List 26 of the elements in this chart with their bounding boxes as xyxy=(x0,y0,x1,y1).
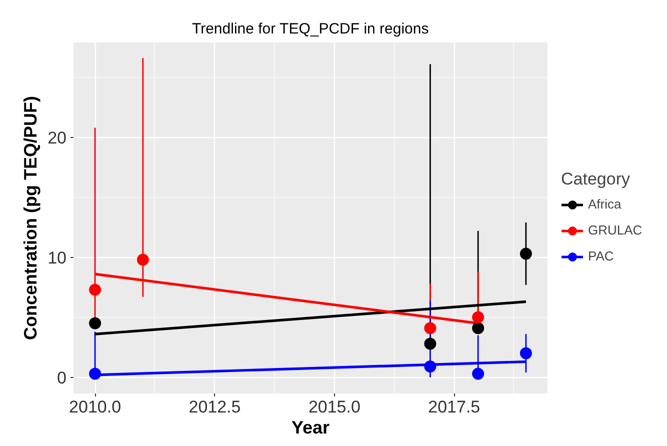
point xyxy=(424,338,436,350)
legend-title: Category xyxy=(561,169,631,189)
point xyxy=(472,322,484,334)
y-tick-label: 10 xyxy=(48,248,67,268)
legend-label: Africa xyxy=(588,196,622,212)
point xyxy=(89,284,102,296)
y-tick-label: 0 xyxy=(57,368,67,388)
chart-title: Trendline for TEQ_PCDF in regions xyxy=(192,20,429,38)
x-tick-label: 2017.5 xyxy=(428,398,480,416)
point xyxy=(520,347,532,360)
y-axis-title: Concentration (pg TEQ/PUF) xyxy=(20,96,41,340)
point xyxy=(89,368,102,380)
point xyxy=(472,368,484,380)
legend-label: PAC xyxy=(588,248,614,264)
point xyxy=(424,360,436,372)
x-axis-title: Year xyxy=(291,418,330,438)
point xyxy=(520,248,532,260)
x-tick-label: 2010.0 xyxy=(69,398,122,416)
point xyxy=(472,311,484,324)
legend-label: GRULAC xyxy=(588,222,642,238)
x-tick-label: 2015.0 xyxy=(308,398,360,416)
y-tick-label: 20 xyxy=(48,128,67,148)
point xyxy=(424,322,436,334)
x-tick-label: 2012.5 xyxy=(188,398,241,416)
point xyxy=(136,254,149,266)
point xyxy=(89,317,102,330)
